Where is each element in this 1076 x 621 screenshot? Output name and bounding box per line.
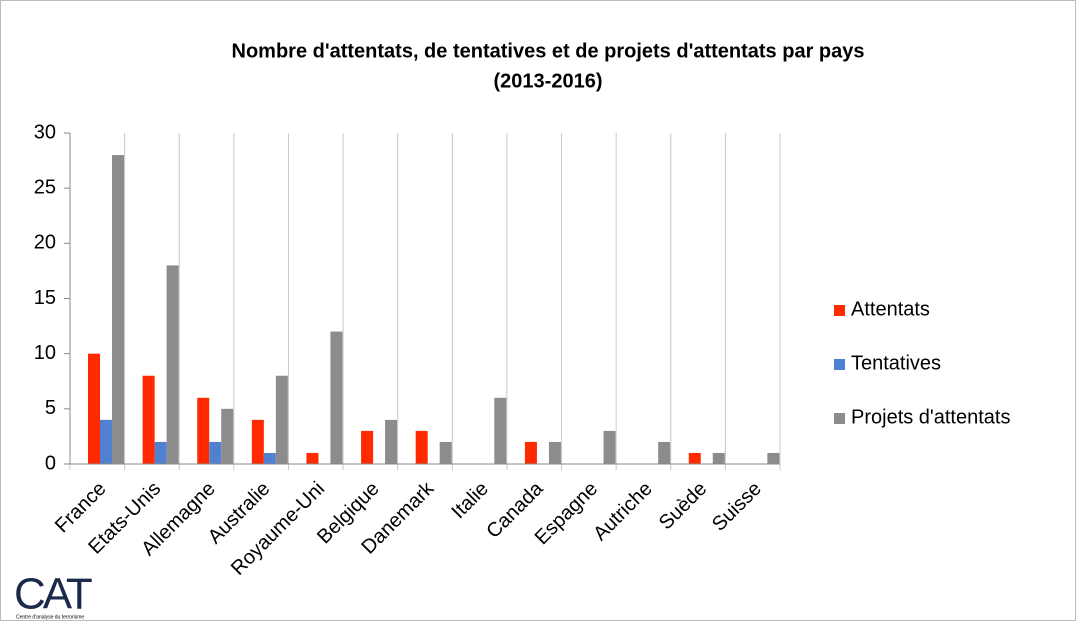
legend-swatch — [834, 305, 845, 316]
bar — [688, 452, 701, 464]
bar — [275, 375, 288, 464]
bar — [263, 452, 276, 464]
bar — [112, 155, 124, 465]
bar — [385, 419, 398, 464]
legend-label: Attentats — [851, 298, 930, 320]
legend-label: Tentatives — [851, 352, 941, 374]
legend-label: Projets d'attentats — [851, 406, 1010, 428]
y-tick-label: 15 — [34, 287, 56, 309]
bar — [166, 265, 179, 464]
bar — [494, 397, 507, 464]
bar — [603, 430, 616, 464]
y-tick-label: 10 — [34, 342, 56, 364]
y-tick-label: 25 — [34, 176, 56, 198]
bar — [197, 397, 210, 464]
y-tick-label: 0 — [45, 452, 56, 474]
legend-swatch — [834, 359, 845, 370]
chart-subtitle: (2013-2016) — [494, 70, 603, 92]
bar — [306, 452, 319, 464]
bar — [415, 430, 428, 464]
bar — [361, 430, 374, 464]
bar — [658, 441, 671, 464]
bar — [154, 441, 167, 464]
bar — [209, 441, 222, 464]
bar — [100, 419, 112, 464]
bar — [330, 331, 343, 464]
chart-title: Nombre d'attentats, de tentatives et de … — [232, 40, 865, 62]
y-tick-label: 20 — [34, 232, 56, 254]
legend-swatch — [834, 413, 845, 424]
bar — [88, 353, 100, 464]
logo-caption: Centre d'analyse du terrorisme — [16, 614, 84, 620]
bar — [142, 375, 155, 464]
bar — [439, 441, 452, 464]
y-tick-label: 5 — [45, 397, 56, 419]
y-tick-label: 30 — [34, 121, 56, 143]
bar — [251, 419, 264, 464]
bar — [524, 441, 537, 464]
bar — [221, 408, 234, 464]
bar — [548, 441, 561, 464]
bar — [712, 452, 725, 464]
logo: CAT — [14, 570, 92, 619]
bar — [767, 452, 780, 464]
